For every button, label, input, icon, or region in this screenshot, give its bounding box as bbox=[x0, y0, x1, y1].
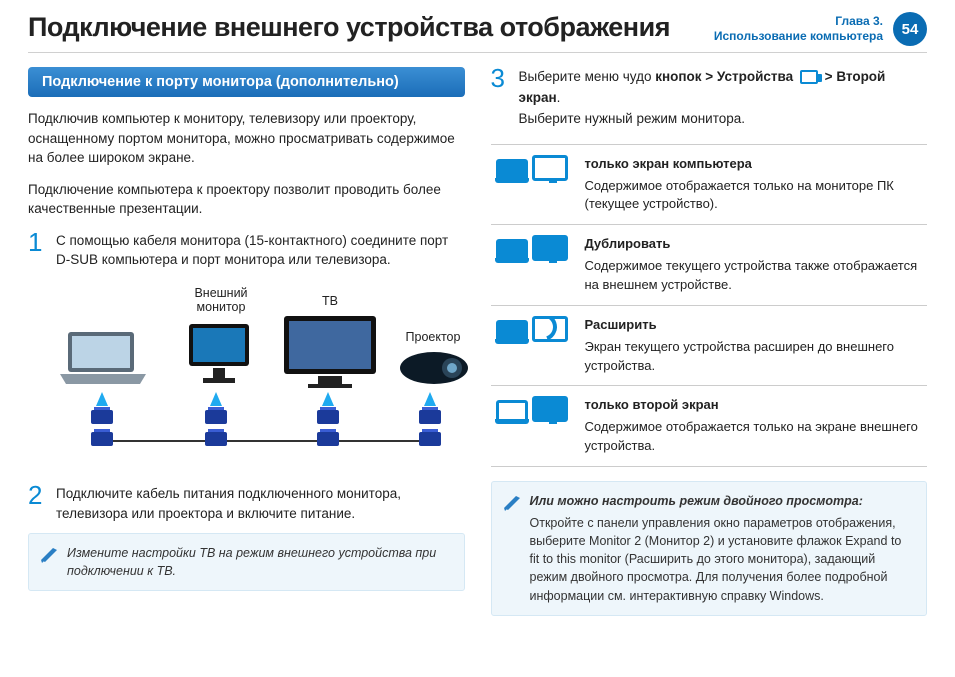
laptop-icon bbox=[58, 328, 148, 386]
vga-connector-icon bbox=[317, 410, 339, 424]
page-number-badge: 54 bbox=[893, 12, 927, 46]
vga-connector-icon bbox=[419, 410, 441, 424]
diagram-label-monitor: Внешний монитор bbox=[176, 286, 266, 314]
mode-title: Дублировать bbox=[585, 235, 924, 254]
diagram-label-tv: ТВ bbox=[310, 294, 350, 308]
header-right: Глава 3. Использование компьютера 54 bbox=[714, 12, 927, 46]
step-2: 2 Подключите кабель питания подключенног… bbox=[28, 484, 465, 523]
connection-diagram: Внешний монитор ТВ Проектор bbox=[58, 280, 465, 470]
mode-desc: Содержимое отображается только на монито… bbox=[585, 177, 924, 215]
chapter-label: Глава 3. Использование компьютера bbox=[714, 14, 883, 44]
tv-note: Измените настройки ТВ на режим внешнего … bbox=[28, 533, 465, 591]
step-1-text: С помощью кабеля монитора (15-контактног… bbox=[56, 231, 465, 270]
chapter-line2: Использование компьютера bbox=[714, 29, 883, 44]
mode-icon-pc-only bbox=[493, 155, 571, 181]
mode-desc: Экран текущего устройства расширен до вн… bbox=[585, 338, 924, 376]
step-1-number: 1 bbox=[28, 231, 48, 270]
mode-icon-extend bbox=[493, 316, 571, 342]
cable-line bbox=[102, 440, 432, 442]
step-1: 1 С помощью кабеля монитора (15-контактн… bbox=[28, 231, 465, 270]
vga-connector-icon bbox=[317, 432, 339, 446]
step-3-line-2: Выберите нужный режим монитора. bbox=[519, 109, 928, 130]
arrow-icon bbox=[424, 392, 436, 406]
intro-paragraph-2: Подключение компьютера к проектору позво… bbox=[28, 180, 465, 219]
mode-row-duplicate: Дублировать Содержимое текущего устройст… bbox=[491, 224, 928, 305]
diagram-label-projector: Проектор bbox=[396, 330, 470, 344]
left-column: Подключение к порту монитора (дополнител… bbox=[28, 67, 465, 616]
dual-view-note-title: Или можно настроить режим двойного просм… bbox=[530, 492, 915, 510]
note-icon bbox=[502, 492, 522, 512]
monitor-icon bbox=[183, 320, 255, 390]
right-column: 3 Выберите меню чудо кнопок > Устройства… bbox=[491, 67, 928, 616]
chapter-line1: Глава 3. bbox=[714, 14, 883, 29]
mode-row-extend: Расширить Экран текущего устройства расш… bbox=[491, 305, 928, 386]
mode-body: только экран компьютера Содержимое отобр… bbox=[585, 155, 924, 215]
dual-view-note-body: Откройте с панели управления окно параме… bbox=[530, 516, 902, 603]
mode-icon-second-only bbox=[493, 396, 571, 422]
vga-connector-icon bbox=[205, 410, 227, 424]
tv-note-text: Измените настройки ТВ на режим внешнего … bbox=[67, 546, 436, 578]
step-3-line-1: Выберите меню чудо кнопок > Устройства >… bbox=[519, 67, 928, 109]
dual-view-note: Или можно настроить режим двойного просм… bbox=[491, 481, 928, 616]
mode-body: Расширить Экран текущего устройства расш… bbox=[585, 316, 924, 376]
arrow-icon bbox=[322, 392, 334, 406]
intro-paragraph-1: Подключив компьютер к монитору, телевизо… bbox=[28, 109, 465, 168]
step-2-text: Подключите кабель питания подключенного … bbox=[56, 484, 465, 523]
step-2-number: 2 bbox=[28, 484, 48, 523]
mode-title: только второй экран bbox=[585, 396, 924, 415]
mode-body: только второй экран Содержимое отображае… bbox=[585, 396, 924, 456]
vga-connector-icon bbox=[91, 410, 113, 424]
arrow-icon bbox=[96, 392, 108, 406]
mode-desc: Содержимое отображается только на экране… bbox=[585, 418, 924, 456]
step-3: 3 Выберите меню чудо кнопок > Устройства… bbox=[491, 67, 928, 130]
mode-title: Расширить bbox=[585, 316, 924, 335]
mode-icon-duplicate bbox=[493, 235, 571, 261]
mode-row-pc-only: только экран компьютера Содержимое отобр… bbox=[491, 144, 928, 225]
devices-charm-icon bbox=[800, 70, 818, 84]
step3-knopok: кнопок > Устройства bbox=[655, 69, 793, 84]
step-3-number: 3 bbox=[491, 67, 511, 130]
step3-dot: . bbox=[557, 90, 561, 105]
two-column-layout: Подключение к порту монитора (дополнител… bbox=[28, 67, 927, 616]
tv-icon bbox=[280, 312, 380, 390]
vga-connector-icon bbox=[419, 432, 441, 446]
vga-connector-icon bbox=[91, 432, 113, 446]
mode-body: Дублировать Содержимое текущего устройст… bbox=[585, 235, 924, 295]
vga-connector-icon bbox=[205, 432, 227, 446]
step3-gt: > bbox=[821, 69, 836, 84]
step-3-text: Выберите меню чудо кнопок > Устройства >… bbox=[519, 67, 928, 130]
mode-row-second-only: только второй экран Содержимое отображае… bbox=[491, 385, 928, 467]
note-icon bbox=[39, 544, 59, 564]
step3-prefix: Выберите меню чудо bbox=[519, 69, 656, 84]
projector-icon bbox=[398, 348, 470, 390]
page-header: Подключение внешнего устройства отображе… bbox=[28, 12, 927, 53]
mode-desc: Содержимое текущего устройства также ото… bbox=[585, 257, 924, 295]
section-subheading: Подключение к порту монитора (дополнител… bbox=[28, 67, 465, 97]
page: Подключение внешнего устройства отображе… bbox=[0, 0, 955, 634]
display-modes-table: только экран компьютера Содержимое отобр… bbox=[491, 144, 928, 467]
page-title: Подключение внешнего устройства отображе… bbox=[28, 12, 670, 43]
arrow-icon bbox=[210, 392, 222, 406]
mode-title: только экран компьютера bbox=[585, 155, 924, 174]
